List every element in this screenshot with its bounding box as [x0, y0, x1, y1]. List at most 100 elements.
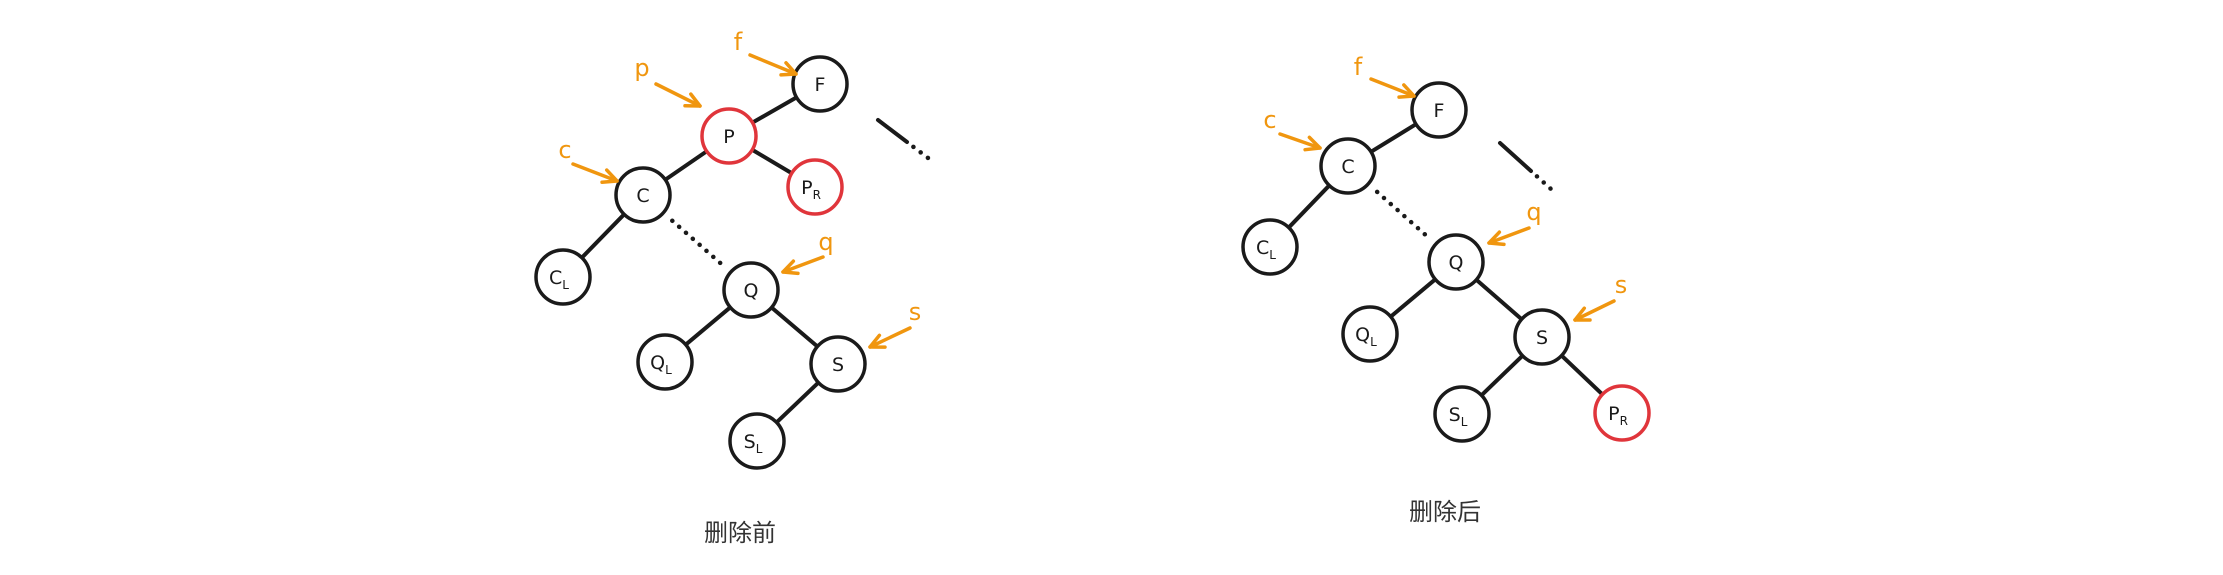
- caption-after: 删除后: [1409, 498, 1481, 526]
- node-label: P: [723, 126, 734, 148]
- node-circle: [534, 248, 592, 306]
- pointer-q: q: [1487, 198, 1542, 247]
- edge-f-right-continuation: [1498, 141, 1533, 173]
- node-circle: [728, 412, 786, 470]
- pointer-c: c: [1263, 106, 1322, 152]
- pointer-p: p: [634, 54, 702, 108]
- dotted-path-c-q: [1374, 189, 1430, 239]
- node-label: S: [832, 354, 844, 376]
- node-circle: [791, 55, 849, 113]
- node-circle: [809, 335, 867, 393]
- pointer-arrow-shaft: [781, 255, 825, 274]
- pointer-f: f: [734, 28, 798, 77]
- node-ql: QL: [1341, 305, 1399, 363]
- pointer-arrow-shaft: [868, 326, 912, 349]
- edge-s-pr: [1559, 353, 1605, 397]
- pointer-q: q: [781, 228, 834, 276]
- node-ql: QL: [636, 333, 694, 391]
- node-label: Q: [1449, 252, 1464, 274]
- node-circle: [1427, 233, 1485, 291]
- pointer-arrow-head: [868, 333, 887, 349]
- pointer-label-q: q: [1526, 198, 1541, 226]
- pointer-arrow-shaft: [1487, 226, 1531, 245]
- node-circle: [700, 107, 758, 165]
- caption-before: 删除前: [704, 519, 776, 547]
- node-circle: [722, 261, 780, 319]
- pointer-s: s: [868, 298, 922, 349]
- pointer-label-c: c: [1263, 106, 1276, 134]
- node-label: C: [1341, 156, 1354, 178]
- after-deletion-diagram: F C CL Q QL S SL PR f c q s 删除后: [1241, 53, 1651, 526]
- pointer-label-s: s: [1615, 271, 1628, 299]
- pointer-label-q: q: [818, 228, 833, 256]
- node-cl: CL: [1241, 218, 1299, 276]
- edge-p-pr: [750, 147, 794, 176]
- node-sl: SL: [728, 412, 786, 470]
- node-label: Q: [744, 280, 759, 302]
- edge-c-cl: [579, 212, 627, 260]
- pointer-label-c: c: [558, 136, 571, 164]
- node-circle: [1341, 305, 1399, 363]
- node-pr: PR: [1593, 384, 1651, 442]
- node-f: F: [1410, 81, 1468, 139]
- node-cl: CL: [534, 248, 592, 306]
- node-q: Q: [1427, 233, 1485, 291]
- pointer-arrow-shaft: [748, 53, 798, 76]
- edge-f-c: [1368, 122, 1419, 154]
- pointer-arrow-shaft: [1369, 77, 1416, 98]
- edge-q-ql: [683, 305, 733, 347]
- pointer-arrow-shaft: [571, 162, 619, 183]
- pointer-arrow-head: [1487, 230, 1506, 247]
- pointer-arrow-head: [781, 259, 800, 276]
- node-circle: [1241, 218, 1299, 276]
- node-circle: [614, 166, 672, 224]
- node-q: Q: [722, 261, 780, 319]
- node-label: F: [815, 74, 826, 96]
- pointer-label-f: f: [734, 28, 743, 56]
- pointer-c: c: [558, 136, 619, 184]
- node-circle: [1433, 385, 1491, 443]
- node-pr: PR: [786, 158, 844, 216]
- pointer-s: s: [1573, 271, 1628, 322]
- edge-s-sl: [774, 380, 821, 425]
- edge-p-c: [663, 149, 709, 182]
- pointer-arrow-head: [683, 92, 702, 108]
- pointer-arrow-shaft: [1573, 299, 1616, 322]
- pointer-label-f: f: [1354, 53, 1363, 81]
- ellipsis-dots: [911, 144, 932, 162]
- pointer-arrow-head: [600, 168, 619, 184]
- node-s: S: [1513, 308, 1571, 366]
- node-circle: [1593, 384, 1651, 442]
- pointer-label-p: p: [634, 54, 649, 82]
- node-circle: [1319, 137, 1377, 195]
- before-deletion-diagram: F P PR C CL Q QL S SL f p c q s 删除前: [534, 28, 932, 547]
- pointer-label-s: s: [909, 298, 922, 326]
- pointer-arrow-head: [1573, 306, 1592, 322]
- node-s: S: [809, 335, 867, 393]
- node-sl: SL: [1433, 385, 1491, 443]
- node-f: F: [791, 55, 849, 113]
- pointer-arrow-head: [779, 61, 798, 77]
- dotted-path-c-q: [670, 218, 724, 267]
- node-label: C: [636, 185, 649, 207]
- node-p: P: [700, 107, 758, 165]
- edge-f-p: [750, 95, 799, 125]
- node-circle: [786, 158, 844, 216]
- edge-q-ql: [1388, 277, 1438, 319]
- pointer-f: f: [1354, 53, 1416, 99]
- pointer-arrow-shaft: [654, 82, 702, 108]
- edge-q-s: [1474, 277, 1524, 322]
- edge-c-cl: [1286, 183, 1332, 230]
- edge-f-right-continuation: [876, 118, 909, 144]
- edge-q-s: [769, 305, 820, 349]
- node-label: F: [1434, 100, 1445, 122]
- node-circle: [1410, 81, 1468, 139]
- node-label: S: [1536, 327, 1548, 349]
- node-circle: [636, 333, 694, 391]
- ellipsis-dots: [1534, 174, 1555, 193]
- edge-s-sl: [1479, 353, 1525, 398]
- pointer-arrow-shaft: [1278, 132, 1322, 150]
- pointer-arrow-head: [1397, 83, 1416, 99]
- node-c: C: [1319, 137, 1377, 195]
